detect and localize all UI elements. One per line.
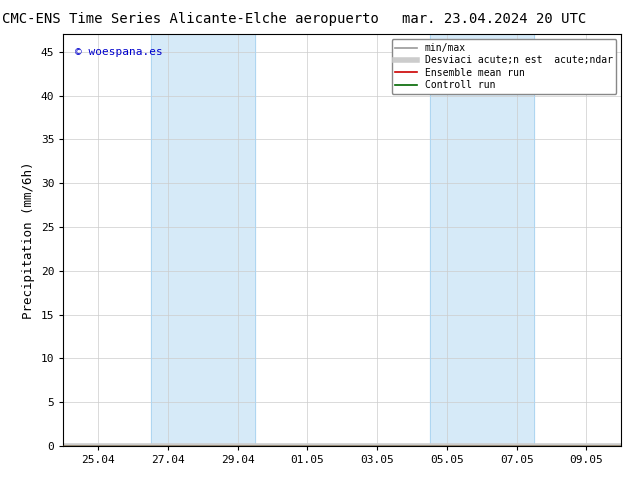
Legend: min/max, Desviaci acute;n est  acute;ndar, Ensemble mean run, Controll run: min/max, Desviaci acute;n est acute;ndar… xyxy=(392,39,616,94)
Bar xyxy=(429,34,534,446)
Text: CMC-ENS Time Series Alicante-Elche aeropuerto: CMC-ENS Time Series Alicante-Elche aerop… xyxy=(2,12,378,26)
Y-axis label: Precipitation (mm/6h): Precipitation (mm/6h) xyxy=(22,161,36,319)
Text: mar. 23.04.2024 20 UTC: mar. 23.04.2024 20 UTC xyxy=(403,12,586,26)
Bar xyxy=(150,34,255,446)
Text: © woespana.es: © woespana.es xyxy=(75,47,162,57)
